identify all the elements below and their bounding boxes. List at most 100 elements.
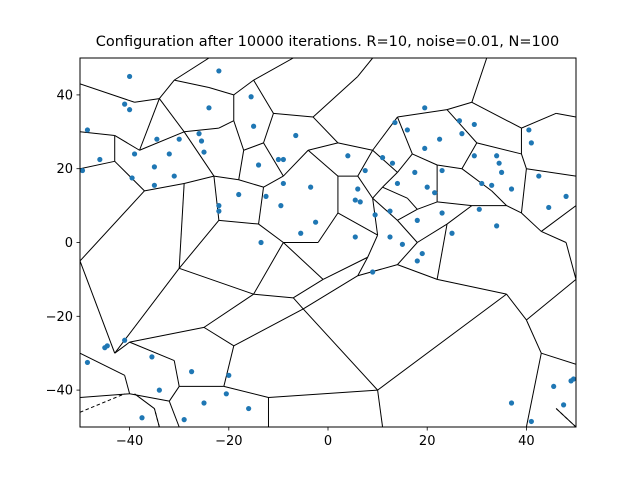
voronoi-edge xyxy=(80,190,145,262)
data-point xyxy=(494,223,500,229)
voronoi-edge xyxy=(461,142,478,169)
data-point xyxy=(496,160,502,166)
voronoi-edge xyxy=(129,326,205,343)
voronoi-edge xyxy=(213,176,220,221)
data-point xyxy=(345,153,351,159)
voronoi-edge xyxy=(80,160,115,170)
voronoi-edge xyxy=(377,390,384,427)
voronoi-edge xyxy=(372,197,398,221)
voronoi-edge xyxy=(357,150,374,177)
data-point xyxy=(526,127,532,133)
x-tick-label: 0 xyxy=(324,434,332,449)
voronoi-edge xyxy=(520,153,527,169)
voronoi-edge xyxy=(357,58,374,77)
data-point xyxy=(422,145,428,152)
voronoi-edge xyxy=(406,197,418,210)
voronoi-edge xyxy=(80,352,125,376)
data-point xyxy=(149,354,155,360)
data-point xyxy=(122,101,128,107)
voronoi-edge xyxy=(273,112,314,118)
voronoi-edge xyxy=(461,168,492,192)
data-point xyxy=(499,169,505,175)
voronoi-edge xyxy=(263,142,284,177)
x-axis: −40 −20 0 20 40 xyxy=(116,427,535,449)
data-point xyxy=(422,105,428,111)
voronoi-edge xyxy=(446,109,478,144)
data-point xyxy=(387,234,393,240)
voronoi-edge xyxy=(397,220,418,243)
data-point xyxy=(471,121,477,128)
voronoi-edge xyxy=(471,101,522,129)
data-point xyxy=(278,203,284,209)
voronoi-edge xyxy=(282,149,309,177)
voronoi-edge xyxy=(417,223,448,243)
data-point xyxy=(404,127,410,133)
x-tick-label: −20 xyxy=(215,434,242,449)
data-point xyxy=(528,140,534,146)
voronoi-edge xyxy=(223,385,269,398)
voronoi-edge xyxy=(243,142,264,151)
voronoi-edge xyxy=(382,172,398,188)
x-tick-label: 40 xyxy=(518,434,535,449)
data-point xyxy=(196,131,202,137)
voronoi-edge xyxy=(80,83,135,103)
data-point xyxy=(432,190,438,196)
voronoi-edge xyxy=(382,186,408,199)
data-points xyxy=(80,68,576,425)
data-point xyxy=(223,391,229,397)
data-point xyxy=(122,337,128,343)
voronoi-edge xyxy=(417,201,438,210)
data-point xyxy=(127,107,133,113)
data-point xyxy=(84,359,91,366)
voronoi-edge xyxy=(308,142,339,151)
voronoi-edge xyxy=(367,234,379,258)
data-point xyxy=(479,180,485,187)
voronoi-edge xyxy=(158,79,175,99)
voronoi-edge xyxy=(337,212,378,236)
voronoi-edge xyxy=(397,242,418,265)
chart-title: Configuration after 10000 iterations. R=… xyxy=(95,34,560,50)
voronoi-edge xyxy=(80,260,116,354)
voronoi-edge xyxy=(446,205,473,225)
data-point xyxy=(414,217,420,223)
data-point xyxy=(439,167,445,174)
voronoi-edge xyxy=(80,393,130,398)
data-point xyxy=(275,156,281,163)
voronoi-edge xyxy=(80,131,115,136)
voronoi-edge xyxy=(436,223,448,280)
voronoi-edge xyxy=(173,58,210,81)
data-point xyxy=(248,94,254,100)
voronoi-edge xyxy=(526,279,576,321)
data-point xyxy=(437,136,443,142)
data-point xyxy=(131,151,138,157)
data-point xyxy=(414,258,420,264)
voronoi-edge xyxy=(129,341,175,362)
voronoi-edge xyxy=(174,79,210,89)
data-point xyxy=(419,250,425,257)
x-tick-label: 20 xyxy=(419,434,436,449)
voronoi-edge xyxy=(302,308,378,391)
voronoi-edge xyxy=(541,230,567,243)
voronoi-edge xyxy=(506,205,522,214)
voronoi-edge xyxy=(168,400,180,427)
data-point xyxy=(546,204,552,211)
data-point xyxy=(528,418,534,425)
data-point xyxy=(508,400,515,406)
data-point xyxy=(246,405,252,412)
voronoi-edge xyxy=(302,275,359,310)
voronoi-edge xyxy=(238,179,264,188)
data-point xyxy=(372,212,378,218)
data-point xyxy=(551,383,557,390)
data-point xyxy=(459,131,465,137)
data-point xyxy=(508,186,515,192)
voronoi-edge xyxy=(396,116,413,155)
data-point xyxy=(449,230,455,236)
voronoi-edge xyxy=(173,360,180,387)
voronoi-edge xyxy=(253,79,274,114)
data-point xyxy=(226,372,232,378)
voronoi-edge xyxy=(203,326,235,347)
data-point xyxy=(216,68,222,74)
voronoi-edge xyxy=(168,386,180,402)
voronoi-edge xyxy=(114,341,130,354)
voronoi-edge xyxy=(437,278,507,295)
